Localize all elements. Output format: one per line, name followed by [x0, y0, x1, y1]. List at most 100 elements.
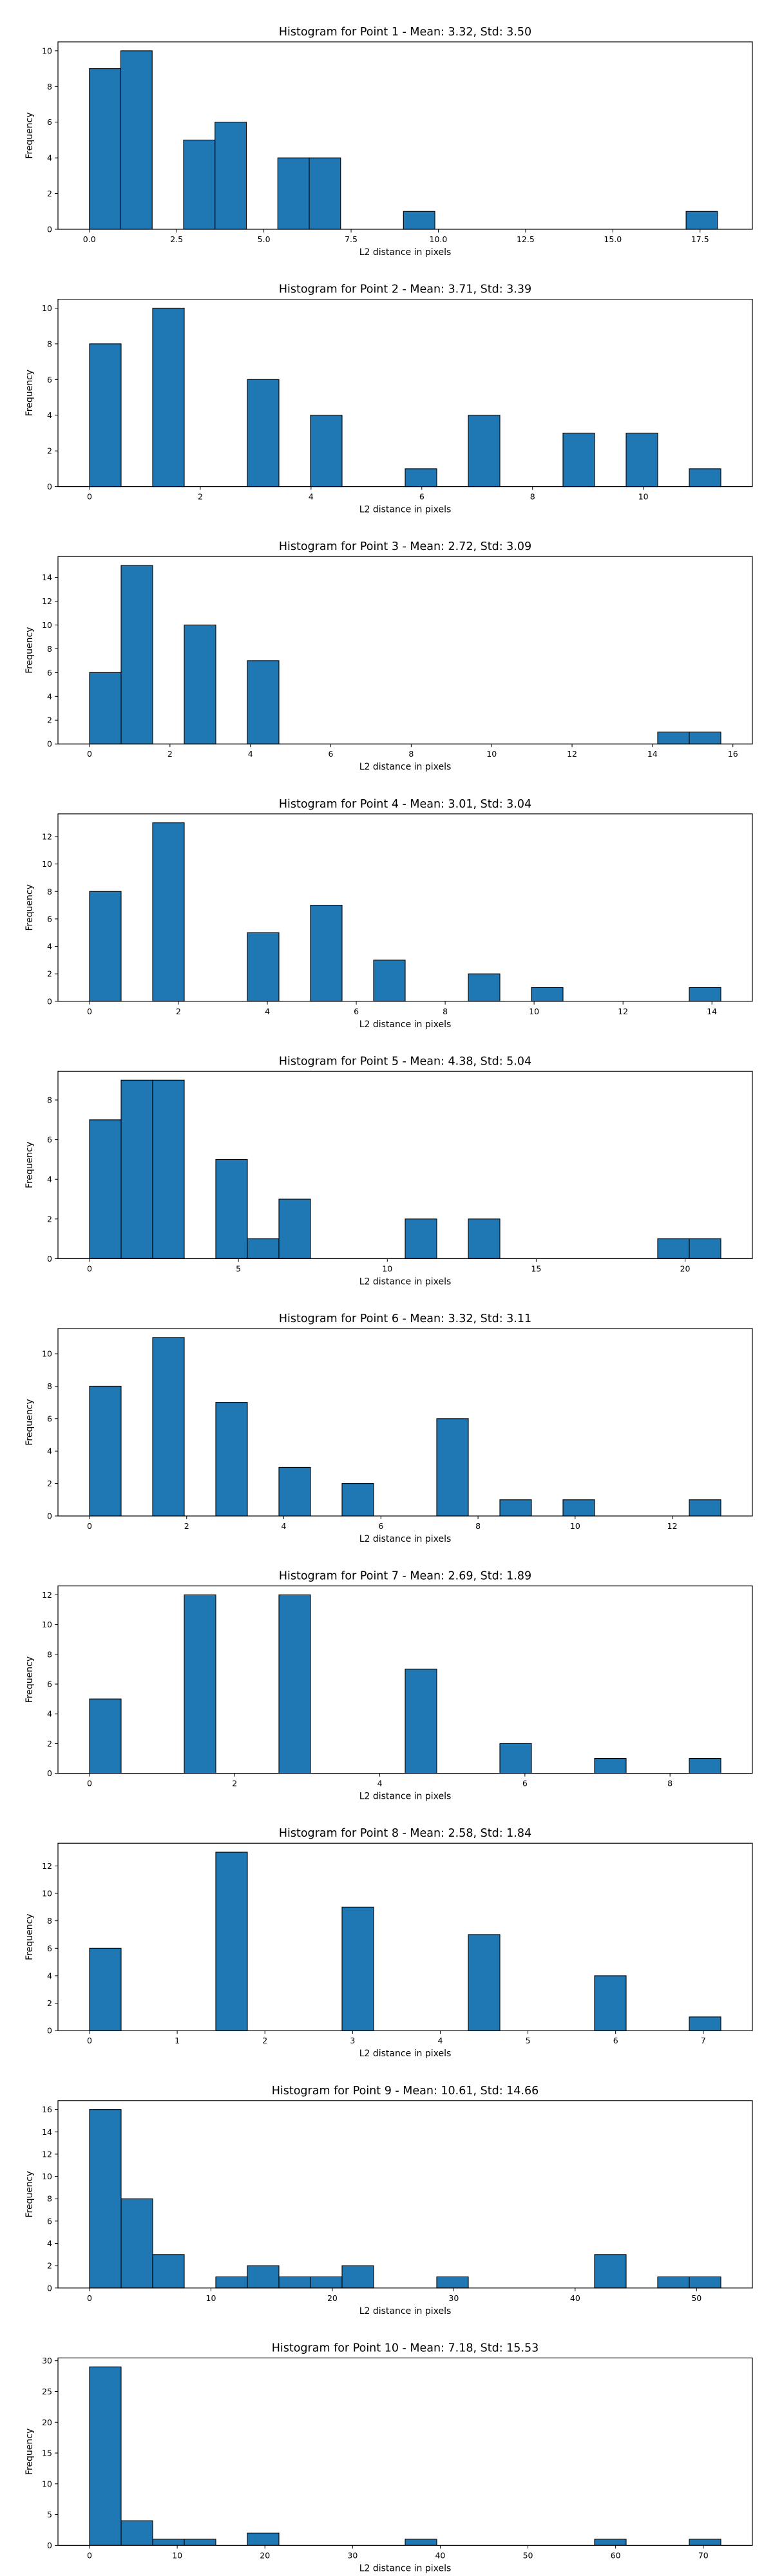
x-tick-label: 2 — [262, 2036, 267, 2045]
histogram-bar — [689, 2016, 721, 2031]
histogram-bars — [89, 1594, 721, 1774]
y-tick-label: 6 — [47, 375, 52, 384]
histogram-bar — [89, 343, 122, 488]
y-tick-label: 2 — [47, 1479, 52, 1488]
y-axis-label: Frequency — [24, 884, 35, 931]
histogram-bar — [120, 565, 153, 744]
histogram-bar — [120, 50, 153, 230]
y-tick-label: 0 — [47, 996, 52, 1006]
histogram-bars — [89, 1337, 721, 1517]
x-axis-label: L2 distance in pixels — [359, 1534, 452, 1544]
histogram-bar — [310, 905, 343, 1002]
histogram-bars — [89, 822, 721, 1002]
x-axis-label: L2 distance in pixels — [359, 1792, 452, 1802]
x-tick-label: 3 — [350, 2036, 355, 2045]
histogram-bar — [247, 1238, 280, 1259]
histogram-bar — [689, 468, 721, 488]
y-tick-label: 8 — [47, 339, 52, 348]
histogram-panel-2: Histogram for Point 2 - Mean: 3.71, Std:… — [24, 283, 753, 515]
histogram-bar — [247, 660, 280, 744]
y-tick-label: 2 — [47, 1214, 52, 1224]
y-axis-label: Frequency — [24, 112, 35, 158]
y-tick-label: 0 — [47, 1768, 52, 1778]
x-tick-label: 5 — [526, 2036, 531, 2045]
histogram-bar — [152, 822, 185, 1002]
histogram-bar — [405, 468, 437, 488]
x-tick-label: 8 — [408, 749, 414, 759]
histogram-bar — [247, 2265, 280, 2289]
histogram-bar — [215, 122, 247, 230]
y-tick-label: 0 — [47, 1254, 52, 1264]
x-tick-label: 10.0 — [430, 234, 448, 244]
histogram-bar — [625, 432, 658, 488]
histogram-bar — [594, 2254, 627, 2289]
histogram-bar — [310, 415, 343, 488]
histogram-bar — [152, 1337, 185, 1517]
histogram-bars — [89, 2109, 721, 2289]
y-tick-label: 2 — [47, 446, 52, 456]
histogram-bars — [89, 50, 718, 230]
y-tick-label: 4 — [47, 942, 52, 951]
x-tick-label: 4 — [248, 749, 253, 759]
histogram-bar — [689, 1238, 721, 1259]
x-tick-label: 10 — [172, 2550, 182, 2560]
histogram-bar — [89, 68, 122, 230]
y-tick-label: 12 — [42, 596, 52, 606]
y-tick-label: 5 — [47, 2510, 52, 2519]
histogram-bars — [89, 1079, 721, 1259]
histogram-bars — [89, 307, 721, 488]
histogram-bar — [278, 2276, 311, 2289]
x-tick-label: 50 — [691, 2293, 701, 2303]
chart-title: Histogram for Point 2 - Mean: 3.71, Std:… — [279, 283, 531, 296]
x-tick-label: 10 — [486, 749, 497, 759]
histogram-bar — [689, 2539, 721, 2546]
histogram-bar — [215, 2276, 248, 2289]
y-tick-label: 4 — [47, 410, 52, 420]
y-tick-label: 4 — [47, 1709, 52, 1719]
x-tick-label: 2.5 — [170, 234, 183, 244]
x-tick-label: 10 — [382, 1264, 392, 1273]
histogram-bar — [405, 1669, 437, 1774]
y-axis-label: Frequency — [24, 1142, 35, 1188]
axes-frame — [57, 41, 753, 230]
axes-frame — [57, 1586, 753, 1774]
y-axis-label: Frequency — [24, 1656, 35, 1703]
histogram-bar — [120, 2520, 153, 2546]
y-tick-label: 4 — [47, 153, 52, 163]
histogram-bar — [247, 2532, 280, 2546]
histogram-bar — [689, 1499, 721, 1517]
x-axis-label: L2 distance in pixels — [359, 2049, 452, 2059]
y-tick-label: 0 — [47, 482, 52, 491]
y-tick-label: 14 — [42, 573, 52, 582]
axes-frame — [57, 299, 753, 488]
axes-frame — [57, 2100, 753, 2289]
x-tick-label: 8 — [667, 1779, 673, 1788]
y-tick-label: 8 — [47, 1649, 52, 1659]
histogram-panel-7: Histogram for Point 7 - Mean: 2.69, Std:… — [24, 1570, 753, 1802]
histogram-bar — [562, 1499, 595, 1517]
histogram-bar — [89, 2109, 122, 2289]
axes-frame — [57, 556, 753, 744]
x-tick-label: 10 — [570, 1521, 580, 1531]
histogram-bar — [468, 415, 501, 488]
x-tick-label: 2 — [167, 749, 173, 759]
y-tick-label: 10 — [42, 859, 52, 869]
histogram-bar — [689, 987, 721, 1002]
histogram-bar — [657, 732, 690, 744]
histogram-bar — [89, 1119, 122, 1259]
x-tick-label: 6 — [613, 2036, 618, 2045]
x-tick-label: 20 — [680, 1264, 691, 1273]
axes-frame — [57, 2357, 753, 2546]
y-tick-label: 10 — [42, 46, 52, 55]
x-tick-label: 4 — [265, 1007, 270, 1016]
y-axis-label: Frequency — [24, 370, 35, 416]
x-tick-label: 12 — [567, 749, 577, 759]
histogram-panel-1: Histogram for Point 1 - Mean: 3.32, Std:… — [24, 26, 753, 258]
x-tick-label: 20 — [327, 2293, 338, 2303]
histogram-bar — [657, 2276, 690, 2289]
x-tick-label: 6 — [329, 749, 334, 759]
y-tick-label: 10 — [42, 1349, 52, 1359]
histogram-bar — [152, 2254, 185, 2289]
y-axis-label: Frequency — [24, 1399, 35, 1445]
